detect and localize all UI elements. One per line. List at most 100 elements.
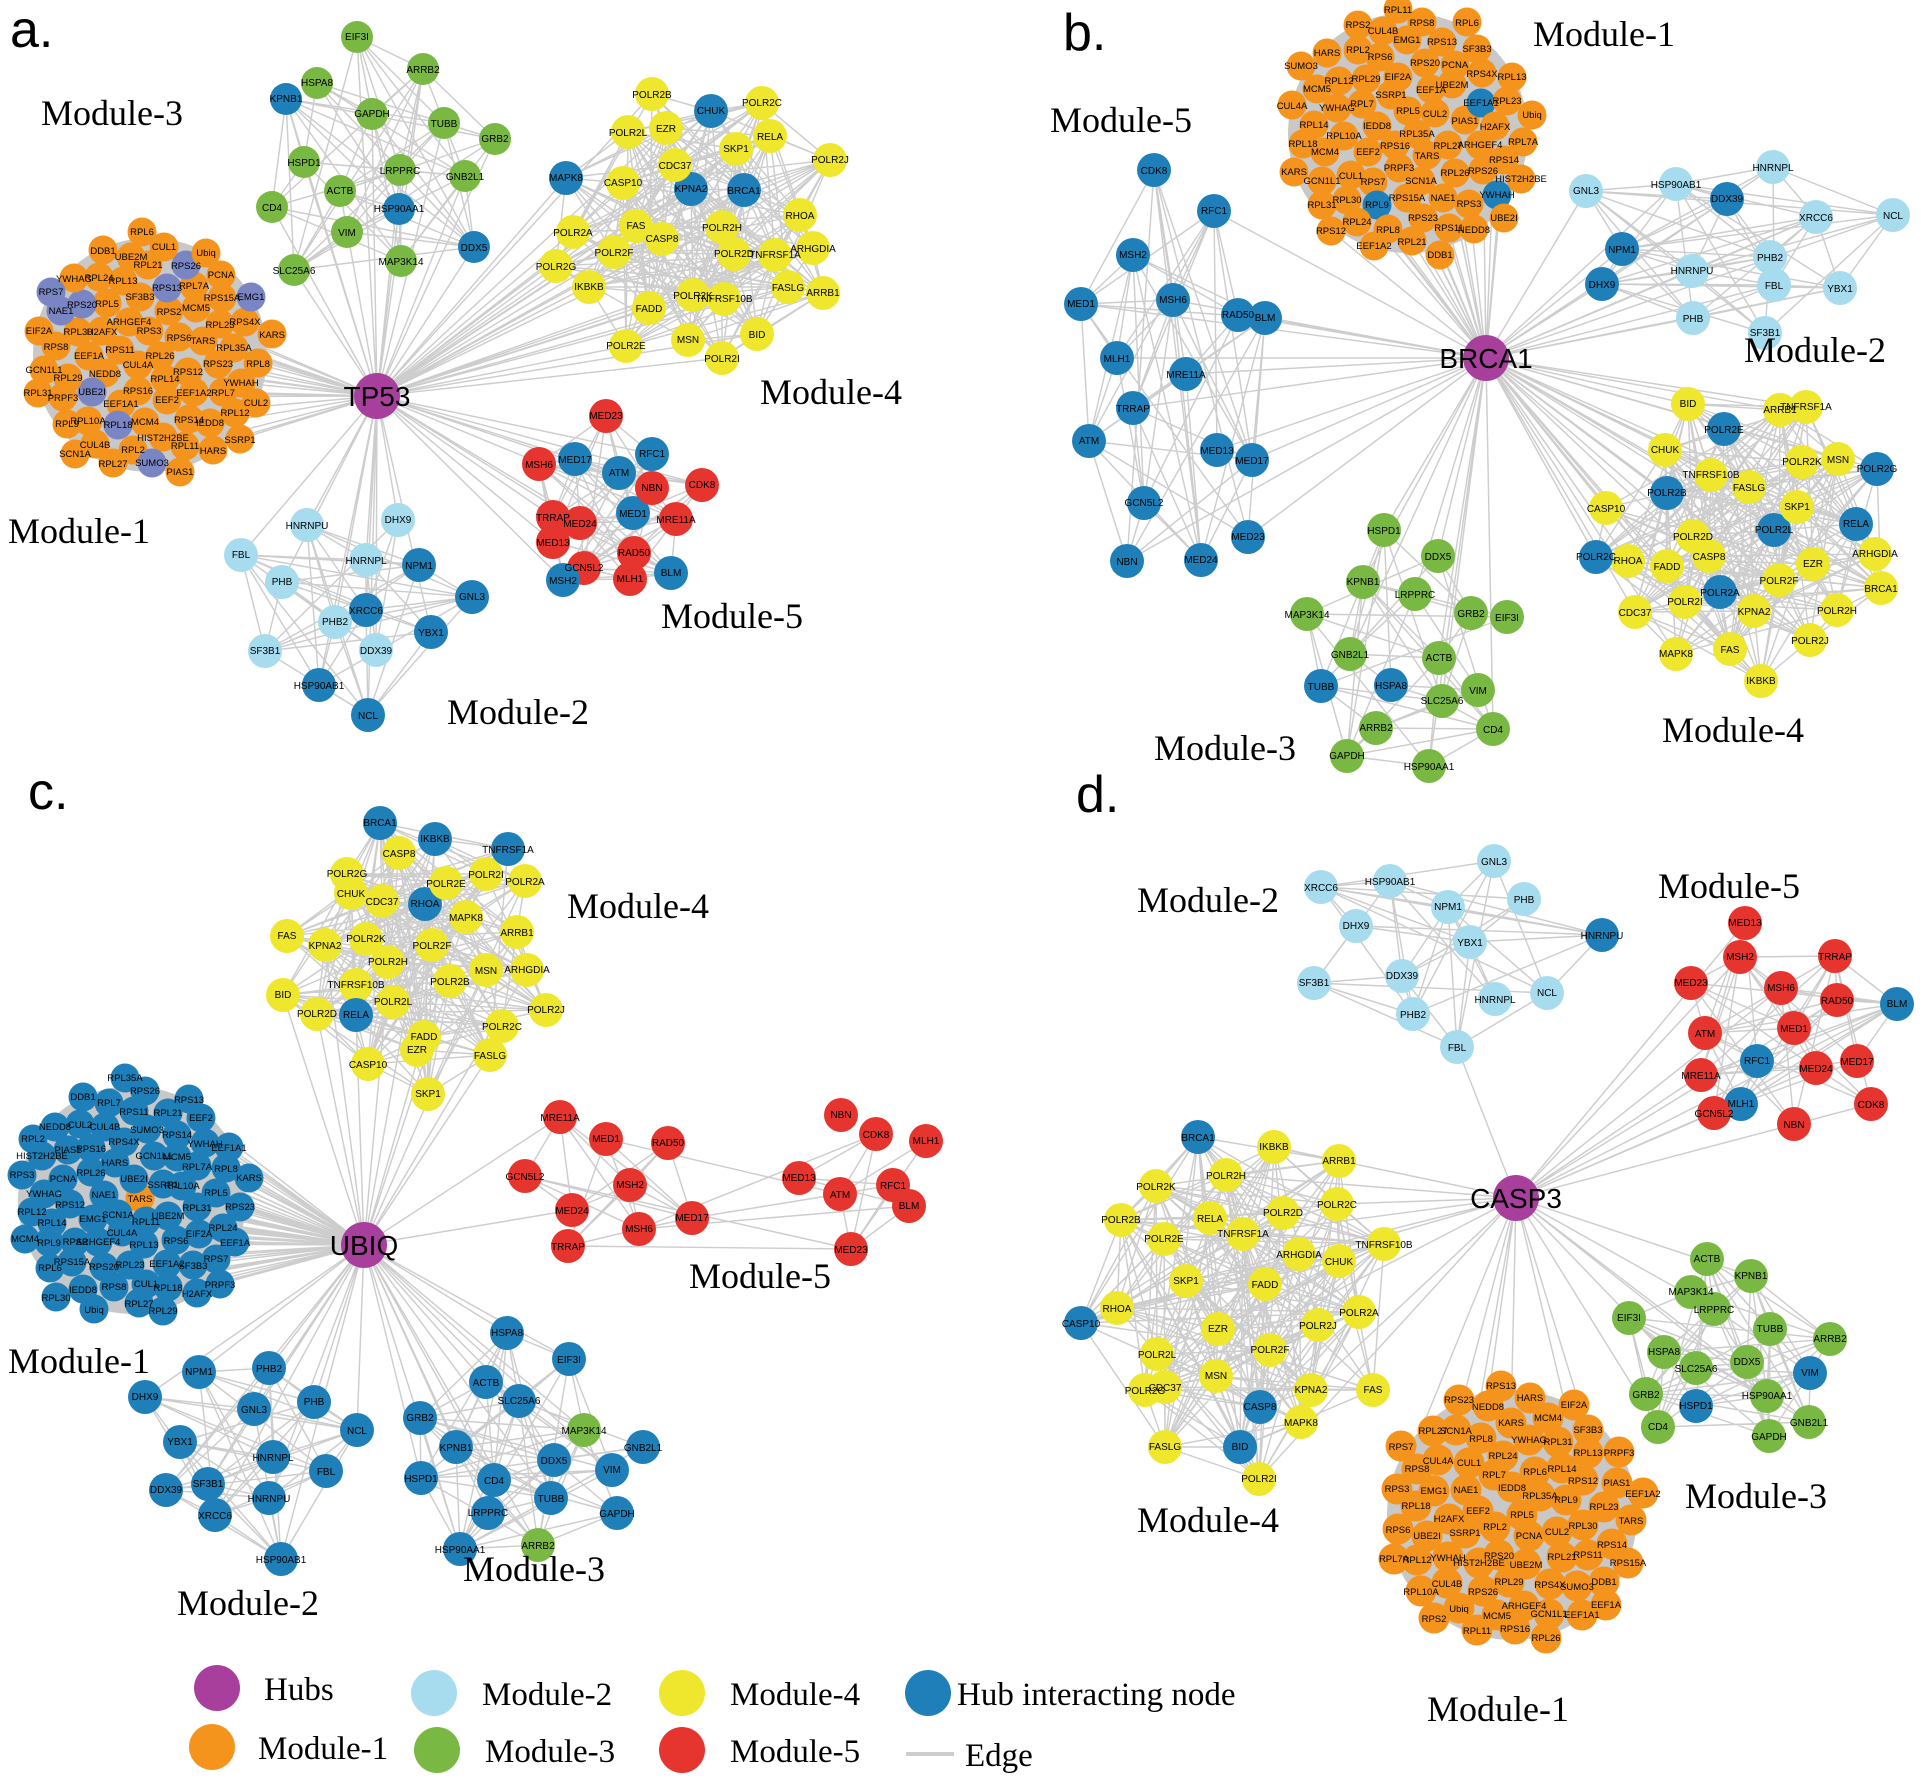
svg-text:KARS: KARS [236,1173,262,1184]
svg-text:CDC37: CDC37 [366,897,399,908]
svg-text:ARHGDIA: ARHGDIA [790,244,836,255]
svg-text:CUL2: CUL2 [68,1120,92,1131]
svg-text:RPL7: RPL7 [1482,1470,1506,1481]
svg-text:POLR2J: POLR2J [1299,1321,1337,1332]
svg-text:GCN5L2: GCN5L2 [506,1172,545,1183]
svg-text:RAD50: RAD50 [618,548,651,559]
svg-text:KPNA2: KPNA2 [1738,607,1771,618]
svg-text:MED1: MED1 [619,509,647,520]
svg-text:GCN5L2: GCN5L2 [1695,1109,1734,1120]
svg-text:NBN: NBN [641,483,662,494]
svg-text:POLR2G: POLR2G [536,262,577,273]
svg-text:NEDD8: NEDD8 [1458,225,1490,236]
svg-text:KARS: KARS [1498,1418,1524,1429]
svg-text:FAS: FAS [627,221,646,232]
svg-text:MAP3K14: MAP3K14 [561,1426,606,1437]
svg-text:ARHGEF4: ARHGEF4 [107,317,152,328]
svg-text:RFC1: RFC1 [1744,1056,1771,1067]
svg-text:POLR2F: POLR2F [1760,576,1799,587]
svg-text:Module-2: Module-2 [1137,880,1279,920]
svg-text:MED24: MED24 [1184,555,1218,566]
svg-text:RPL2: RPL2 [21,1134,45,1145]
svg-text:EMG1: EMG1 [1394,35,1421,46]
svg-text:RPS26: RPS26 [1468,166,1498,177]
svg-text:GAPDH: GAPDH [599,1509,635,1520]
svg-text:FADD: FADD [411,1032,438,1043]
svg-text:TNFRSF10B: TNFRSF10B [695,294,753,305]
svg-text:NCL: NCL [1537,988,1557,999]
svg-text:RPL31: RPL31 [1543,1437,1572,1448]
svg-text:Ubiq: Ubiq [196,248,216,259]
svg-text:RAD50: RAD50 [1222,310,1255,321]
svg-text:LRPPRC: LRPPRC [380,166,421,177]
svg-text:EEF1A: EEF1A [1416,85,1447,96]
svg-text:NAE1: NAE1 [49,306,74,317]
svg-text:RPL31: RPL31 [1307,200,1336,211]
svg-text:NAE1: NAE1 [1454,1485,1479,1496]
svg-text:RPS2: RPS2 [157,307,182,318]
svg-text:SSRP1: SSRP1 [147,1180,178,1191]
svg-text:RPS16: RPS16 [123,386,153,397]
svg-text:MSH2: MSH2 [1119,250,1147,261]
svg-text:DDX39: DDX39 [150,1485,183,1496]
svg-text:KARS: KARS [259,330,285,341]
svg-text:RPL8: RPL8 [1469,1434,1493,1445]
svg-text:RPL13: RPL13 [129,1240,158,1251]
svg-text:HIST2H2BE: HIST2H2BE [16,1151,68,1162]
svg-text:ARHGEF4: ARHGEF4 [1458,140,1503,151]
svg-text:POLR2B: POLR2B [1647,488,1687,499]
svg-text:Module-3: Module-3 [1154,728,1296,768]
svg-text:RPS16: RPS16 [1500,1624,1530,1635]
svg-text:EIF2A: EIF2A [186,1229,213,1240]
svg-text:RPL10A: RPL10A [70,416,106,427]
svg-text:MED23: MED23 [834,1245,868,1256]
svg-text:TNFRSF1A: TNFRSF1A [1217,1229,1269,1240]
svg-text:RPS8: RPS8 [1410,18,1435,29]
svg-text:RPS14: RPS14 [1597,1540,1627,1551]
svg-text:RPL14: RPL14 [150,374,179,385]
svg-text:EEF2: EEF2 [1466,1506,1490,1517]
svg-text:H2AFX: H2AFX [1480,122,1511,133]
svg-text:POLR2J: POLR2J [811,155,849,166]
svg-text:DDX39: DDX39 [1711,194,1744,205]
svg-text:POLR2C: POLR2C [482,1022,522,1033]
svg-text:BRCA1: BRCA1 [1181,1133,1215,1144]
svg-text:IKBKB: IKBKB [420,834,450,845]
svg-text:RHOA: RHOA [411,899,440,910]
svg-text:Ubiq: Ubiq [1449,1604,1469,1615]
svg-text:RPL7A: RPL7A [1508,137,1539,148]
svg-text:POLR2G: POLR2G [327,869,368,880]
svg-text:ARRB2: ARRB2 [406,65,440,76]
svg-text:RPL13: RPL13 [1497,72,1526,83]
svg-text:EEF1A2: EEF1A2 [1356,241,1391,252]
svg-text:PCNA: PCNA [208,270,235,281]
svg-text:SCN1A: SCN1A [59,449,91,460]
svg-text:RPL29: RPL29 [1351,74,1380,85]
svg-text:SUMO3: SUMO3 [135,458,169,469]
svg-text:POLR2H: POLR2H [1206,1171,1246,1182]
svg-text:PHB2: PHB2 [256,1364,283,1375]
svg-text:RPL26: RPL26 [76,1168,105,1179]
svg-text:CDC37: CDC37 [659,161,692,172]
svg-text:DDB1: DDB1 [1591,1577,1616,1588]
svg-text:HSPD1: HSPD1 [287,158,321,169]
svg-text:RFC1: RFC1 [1201,206,1228,217]
svg-text:EEF1A2: EEF1A2 [1625,1489,1660,1500]
svg-text:GNB2L1: GNB2L1 [624,1443,663,1454]
svg-text:ATM: ATM [1695,1029,1715,1040]
svg-text:NEDD8: NEDD8 [39,1122,71,1133]
svg-text:SLC25A6: SLC25A6 [273,266,316,277]
svg-text:RPS23: RPS23 [1408,213,1438,224]
svg-text:POLR2I: POLR2I [1241,1474,1277,1485]
svg-text:CDK8: CDK8 [1141,166,1168,177]
svg-text:POLR2E: POLR2E [426,879,466,890]
svg-text:SCN1A: SCN1A [102,1210,134,1221]
svg-text:MCM4: MCM4 [1311,147,1339,158]
svg-text:PRPF3: PRPF3 [205,1280,236,1291]
svg-text:ACTB: ACTB [1426,653,1453,664]
svg-text:IKBKB: IKBKB [1259,1142,1289,1153]
svg-text:KPNB1: KPNB1 [270,94,303,105]
svg-text:HSPA8: HSPA8 [491,1328,523,1339]
svg-text:POLR2B: POLR2B [430,977,470,988]
svg-text:GRB2: GRB2 [1457,609,1485,620]
